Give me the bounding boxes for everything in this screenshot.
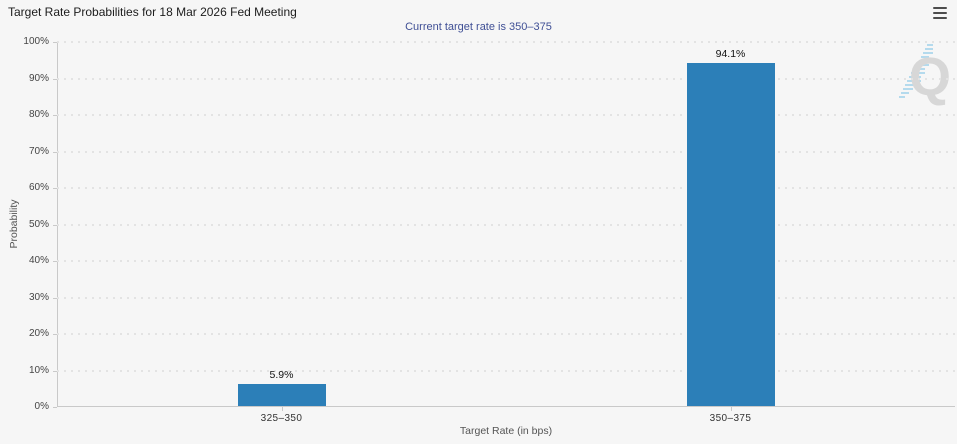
hamburger-bar (933, 17, 947, 19)
x-axis-tick (730, 407, 732, 411)
y-axis-tick (53, 261, 57, 262)
x-axis-line (57, 406, 955, 407)
y-axis-tick (53, 78, 57, 80)
y-axis-tick-label: 30% (28, 291, 49, 303)
y-axis-tick-label: 90% (28, 72, 49, 84)
x-axis-title: Target Rate (in bps) (459, 425, 553, 437)
y-axis-tick-label: 20% (28, 328, 49, 339)
quandl-watermark: Q (897, 42, 951, 110)
y-axis-tick-label: 0% (34, 401, 49, 412)
hamburger-bar (933, 12, 947, 14)
hamburger-bar (933, 7, 947, 9)
y-axis-tick-label: 60% (28, 182, 49, 193)
gridline (57, 41, 955, 43)
x-axis-category-label: 325–350 (260, 413, 303, 424)
bar-value-label: 5.9% (269, 369, 294, 381)
gridline (57, 223, 955, 226)
y-axis-tick (53, 42, 57, 43)
gridline (57, 114, 955, 116)
gridline (57, 150, 955, 153)
y-axis-tick (53, 407, 57, 408)
y-axis-tick-label: 40% (28, 255, 49, 266)
chart-subtitle: Current target rate is 350–375 (405, 21, 552, 33)
y-axis-tick (53, 188, 57, 189)
gridline (57, 296, 955, 299)
x-axis-category-label: 350–375 (709, 413, 752, 424)
gridline (57, 333, 955, 335)
y-axis-tick (53, 334, 57, 335)
watermark-swoosh-icon (899, 44, 933, 98)
gridline (57, 77, 955, 80)
y-axis-tick-label: 50% (28, 218, 49, 230)
hamburger-menu-icon[interactable] (933, 7, 947, 20)
y-axis-tick-label: 70% (28, 145, 49, 157)
gridline (57, 187, 955, 189)
bar-325–350[interactable] (237, 384, 326, 406)
y-axis-tick (53, 297, 57, 299)
y-axis-tick-label: 100% (23, 36, 49, 47)
bar-350–375[interactable] (686, 63, 775, 406)
y-axis-tick (53, 151, 57, 153)
y-axis-tick-label: 10% (28, 364, 49, 376)
plot-area: Q (57, 41, 955, 407)
y-axis-tick (53, 370, 57, 372)
y-axis-tick (53, 224, 57, 226)
bar-value-label: 94.1% (715, 48, 746, 60)
chart-title: Target Rate Probabilities for 18 Mar 202… (8, 5, 297, 19)
y-axis-tick-label: 80% (28, 109, 49, 120)
gridline (57, 260, 955, 262)
x-axis-tick (281, 407, 283, 411)
gridline (57, 369, 955, 372)
y-axis-tick (53, 115, 57, 116)
